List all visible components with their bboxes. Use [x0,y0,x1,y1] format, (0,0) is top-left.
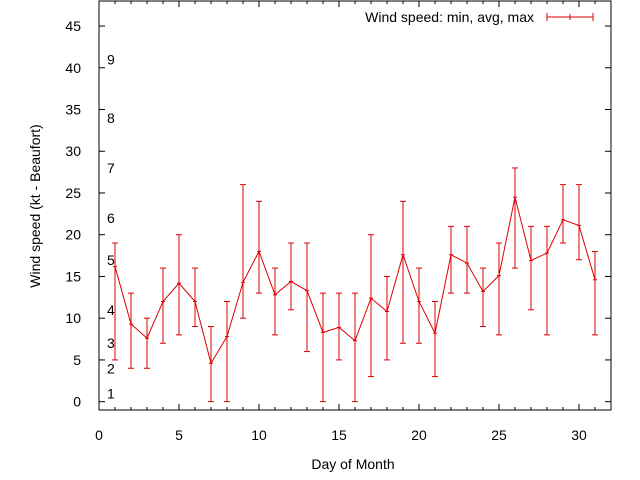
x-axis-title: Day of Month [311,456,394,472]
y-tick-label: 10 [65,310,81,326]
x-tick-label: 15 [331,427,347,443]
y-tick-label: 0 [73,394,81,410]
beaufort-label: 6 [107,210,115,226]
y-tick-label: 5 [73,352,81,368]
y-tick-label: 35 [65,102,81,118]
beaufort-label: 5 [107,252,115,268]
x-tick-label: 10 [251,427,267,443]
beaufort-label: 9 [107,51,115,67]
y-tick-label: 25 [65,185,81,201]
legend-label: Wind speed: min, avg, max [365,9,534,25]
y-axis-title: Wind speed (kt - Beaufort) [27,124,43,287]
beaufort-labels: 1 2 3 4 5 6 7 8 9 [107,51,115,401]
beaufort-label: 8 [107,110,115,126]
beaufort-label: 2 [107,360,115,376]
y-tick-label: 45 [65,18,81,34]
beaufort-label: 3 [107,335,115,351]
beaufort-label: 1 [107,385,115,401]
x-tick-label: 5 [175,427,183,443]
y-tick-label: 15 [65,268,81,284]
x-tick-label: 30 [571,427,587,443]
legend: Wind speed: min, avg, max [365,9,594,25]
beaufort-label: 4 [107,302,115,318]
x-tick-label: 0 [95,427,103,443]
beaufort-label: 7 [107,160,115,176]
y-tick-label: 20 [65,227,81,243]
y-tick-label: 40 [65,60,81,76]
series-layer [112,167,598,403]
x-tick-label: 20 [411,427,427,443]
y-tick-label: 30 [65,143,81,159]
x-tick-label: 25 [491,427,507,443]
